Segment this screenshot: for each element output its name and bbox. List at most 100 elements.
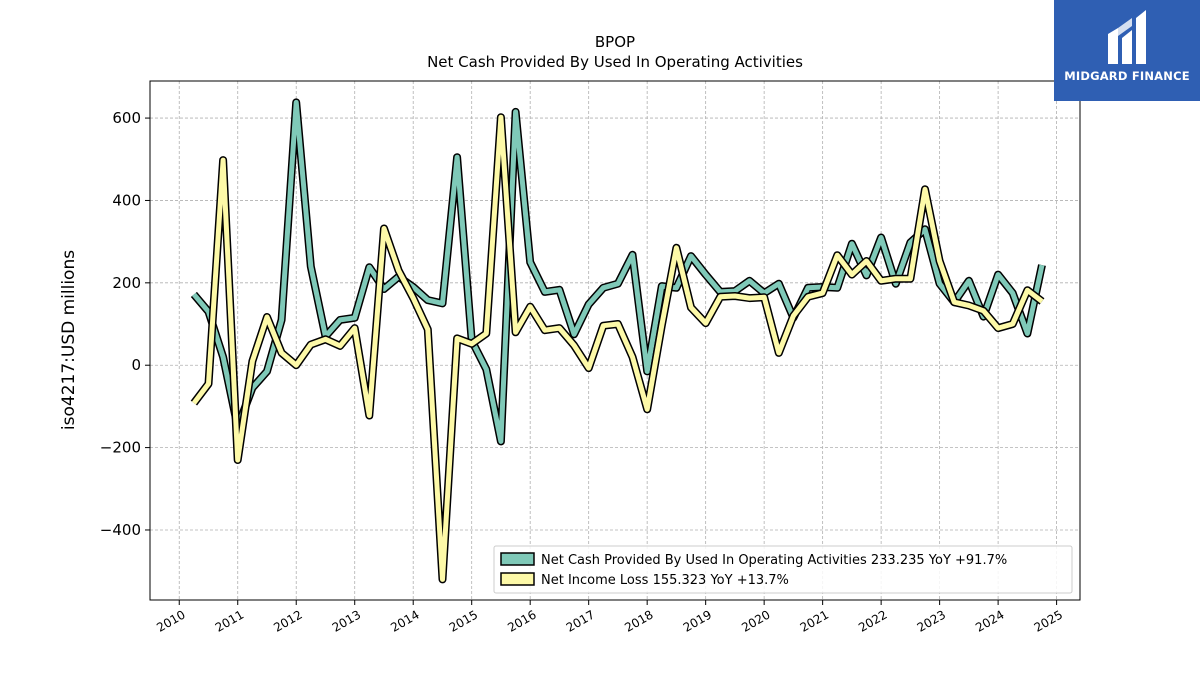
series-1-point [469, 341, 474, 346]
series-1-point [996, 326, 1001, 331]
series-1-point [747, 296, 752, 301]
series-1-point [615, 322, 620, 327]
series-0-point [879, 235, 884, 240]
brand-logo-text: MIDGARD FINANCE [1064, 69, 1190, 83]
series-1-point [879, 278, 884, 283]
series-0-point [1025, 331, 1030, 336]
series-1-point [455, 336, 460, 341]
brand-logo: MIDGARD FINANCE [1054, 0, 1200, 101]
series-0-point [703, 272, 708, 277]
series-0-point [221, 355, 226, 360]
series-0-point [498, 439, 503, 444]
series-0-point [542, 289, 547, 294]
series-1-point [1010, 322, 1015, 327]
x-tick-label: 2023 [915, 607, 948, 634]
legend-label-series-1: Net Income Loss 155.323 YoY +13.7% [541, 573, 789, 588]
series-1-outline [190, 113, 1045, 584]
series-1-point [601, 323, 606, 328]
series-1-point [323, 337, 328, 342]
series-0-point [849, 241, 854, 246]
series-0-point [601, 285, 606, 290]
series-1-point [806, 294, 811, 299]
series-1-point [294, 363, 299, 368]
series-1-point [425, 327, 430, 332]
series-1-point [659, 323, 664, 328]
series-1-point [893, 276, 898, 281]
x-tick-label: 2010 [154, 607, 187, 634]
legend-swatch-series-1 [500, 572, 535, 586]
series-0-point [338, 317, 343, 322]
series-0-point [440, 301, 445, 306]
series-1-point [762, 295, 767, 300]
series-0-point [615, 281, 620, 286]
series-1-point [498, 115, 503, 120]
series-0-point [455, 155, 460, 160]
series-1-point [849, 272, 854, 277]
y-tick-label: −200 [100, 439, 141, 457]
series-0-point [923, 227, 928, 232]
x-axis: 2010 2011 2012 2013 2014 2015 2016 2017 2018 2019… [154, 600, 1065, 635]
series-1-point [732, 294, 737, 299]
series-0-point [937, 281, 942, 286]
series-0-point [1040, 263, 1045, 268]
chart-title: BPOP [595, 33, 635, 51]
series-1-point [528, 304, 533, 309]
series-1-point [952, 300, 957, 305]
series-0-point [557, 287, 562, 292]
series-1-point [820, 291, 825, 296]
x-tick-label: 2012 [271, 607, 304, 634]
chart-subtitle: Net Cash Provided By Used In Operating A… [427, 53, 803, 71]
series-1-point [191, 401, 196, 406]
series-1-line [191, 114, 1044, 582]
series-1-point [352, 326, 357, 331]
series-0-point [996, 272, 1001, 277]
series-1-point [542, 328, 547, 333]
y-axis: 600 400 200 0 −200 −400 [100, 109, 150, 539]
series-0-point [528, 260, 533, 265]
series-1-point [440, 577, 445, 582]
series-0-line [191, 99, 1045, 444]
series-0-point [191, 292, 196, 297]
series-1-point [981, 308, 986, 313]
series-1-point [966, 303, 971, 308]
series-0-point [308, 264, 313, 269]
x-tick-label: 2013 [330, 607, 363, 634]
series-lines [190, 98, 1046, 584]
y-axis-label: iso4217:USD millions [59, 250, 79, 430]
y-tick-label: 200 [112, 274, 141, 292]
series-1-point [689, 305, 694, 310]
series-1-point [308, 342, 313, 347]
series-0-point [1010, 291, 1015, 296]
series-1-point [1040, 299, 1045, 304]
x-tick-label: 2018 [622, 607, 655, 634]
series-1-point [923, 187, 928, 192]
series-1-point [338, 343, 343, 348]
x-tick-label: 2022 [856, 607, 889, 634]
plot-frame [149, 80, 1081, 601]
series-1-point [206, 381, 211, 386]
y-tick-label: 600 [112, 109, 141, 127]
series-0-point [265, 369, 270, 374]
series-1-point [411, 296, 416, 301]
y-tick-label: 400 [112, 191, 141, 209]
series-1-point [908, 276, 913, 281]
series-0-point [645, 369, 650, 374]
series-1-point [221, 158, 226, 163]
series-1-point [265, 315, 270, 320]
series-0-point [747, 278, 752, 283]
x-tick-label: 2025 [1032, 607, 1065, 634]
series-1-point [484, 331, 489, 336]
series-1-point [586, 366, 591, 371]
series-1-point [645, 407, 650, 412]
series-1-point [718, 294, 723, 299]
series-0-point [294, 100, 299, 105]
series-1-point [235, 458, 240, 463]
y-tick-label: 0 [131, 356, 141, 374]
x-tick-label: 2020 [739, 607, 772, 634]
x-tick-label: 2019 [681, 607, 714, 634]
series-0-point [674, 285, 679, 290]
x-tick-label: 2015 [447, 607, 480, 634]
series-1-point [367, 413, 372, 418]
x-tick-label: 2017 [564, 607, 597, 634]
